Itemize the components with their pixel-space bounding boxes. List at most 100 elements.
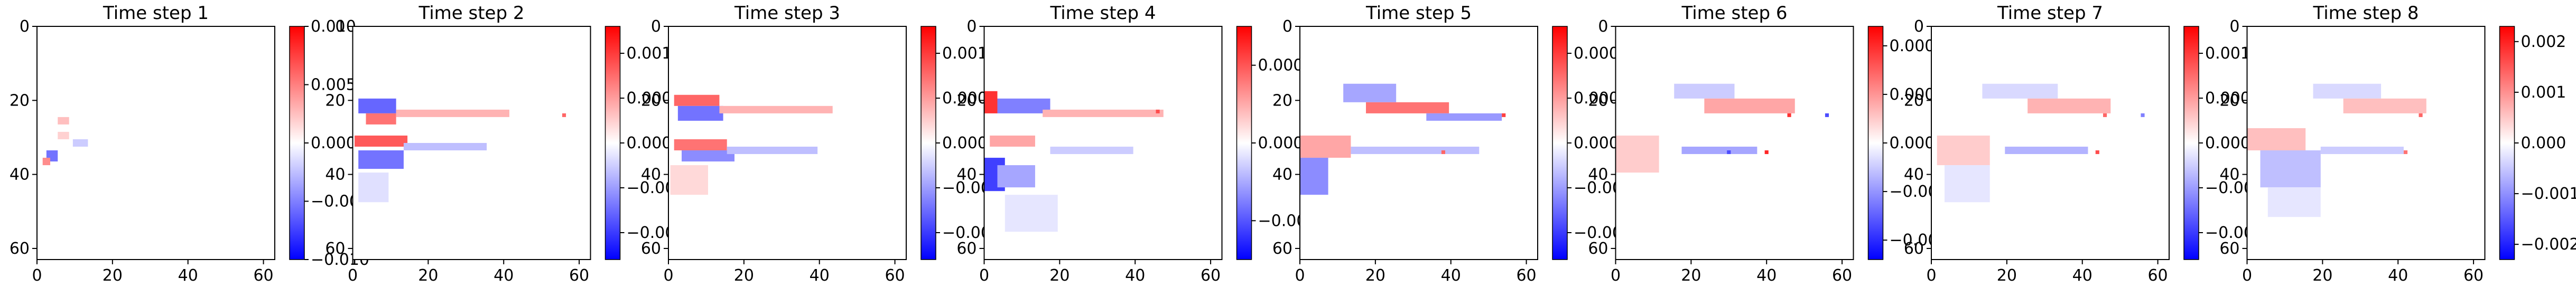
- y-tick-label: 0: [2229, 17, 2239, 36]
- heatmap-cells: [42, 117, 88, 166]
- heatmap-region: [2103, 113, 2107, 117]
- colorbar-tick-label: 0.002: [2521, 33, 2566, 51]
- y-tick-label: 0: [1914, 17, 1924, 36]
- heatmap-region: [1005, 195, 1058, 232]
- heatmap-region: [72, 139, 88, 147]
- panel-title: Time step 2: [419, 3, 525, 24]
- x-tick-label: 0: [32, 266, 42, 285]
- y-tick-label: 40: [325, 166, 345, 184]
- y-tick-label: 20: [956, 91, 977, 110]
- y-tick-label: 40: [641, 166, 661, 184]
- x-tick-label: 60: [569, 266, 589, 285]
- heatmap-region: [1825, 113, 1829, 117]
- panel-title: Time step 7: [1997, 3, 2103, 24]
- heatmap-region: [1043, 109, 1164, 117]
- heatmap-panel-2: Time step 20 20 40 6002040600.00100.00050.0…: [325, 3, 695, 285]
- heatmap-region: [403, 143, 487, 151]
- heatmap-region: [674, 139, 727, 151]
- x-tick-label: 40: [1125, 266, 1145, 285]
- heatmap-region: [1982, 83, 2058, 99]
- x-tick-label: 20: [1365, 266, 1385, 285]
- colorbar: [1867, 26, 1884, 260]
- heatmap-cells: [355, 98, 566, 203]
- heatmap-cells: [2247, 83, 2426, 217]
- x-tick-label: 40: [1441, 266, 1461, 285]
- heatmap-region: [2320, 147, 2404, 155]
- colorbar-tick-label: 0.000: [2521, 134, 2566, 152]
- heatmap-region: [1674, 83, 1735, 99]
- y-tick-label: 20: [641, 91, 661, 110]
- y-tick-label: 40: [1904, 166, 1924, 184]
- x-tick-label: 40: [2388, 266, 2408, 285]
- heatmap-region: [1351, 147, 1480, 155]
- heatmap-region: [2403, 150, 2408, 155]
- x-tick-label: 20: [2312, 266, 2332, 285]
- heatmap-region: [677, 106, 723, 121]
- heatmap-region: [1787, 113, 1791, 117]
- colorbar-tick-label: 0.005: [311, 76, 356, 94]
- x-tick-label: 0: [979, 266, 989, 285]
- y-tick-label: 60: [1904, 239, 1924, 258]
- axes-frame: [983, 26, 1223, 260]
- x-tick-label: 40: [1756, 266, 1777, 285]
- heatmap-region: [562, 113, 566, 117]
- colorbar: [289, 26, 305, 260]
- panel-title: Time step 5: [1365, 3, 1472, 24]
- heatmap-region: [682, 150, 734, 162]
- heatmap-panel-1: Time step 10 20 40 6002040600.0100.0050.000…: [10, 3, 369, 285]
- axes-frame: [1615, 26, 1854, 260]
- heatmap-region: [2313, 83, 2382, 99]
- heatmap-region: [1300, 135, 1351, 158]
- axes-frame: [352, 26, 591, 260]
- y-tick-label: 60: [956, 239, 977, 258]
- y-tick-label: 0: [966, 17, 977, 36]
- heatmap-region: [2247, 128, 2306, 151]
- heatmap-region: [2141, 113, 2145, 117]
- x-tick-label: 20: [734, 266, 754, 285]
- x-tick-label: 20: [1681, 266, 1701, 285]
- x-tick-label: 0: [1926, 266, 1936, 285]
- x-tick-label: 0: [663, 266, 673, 285]
- heatmap-background: [37, 26, 275, 260]
- y-tick-label: 0: [335, 17, 345, 36]
- heatmap-cells: [984, 91, 1164, 232]
- heatmap-region: [396, 109, 509, 117]
- heatmap-region: [727, 147, 818, 155]
- x-tick-label: 40: [494, 266, 514, 285]
- colorbar-tick-label: 0.000: [311, 134, 356, 152]
- heatmap-region: [1426, 113, 1502, 121]
- heatmap-region: [1945, 165, 1990, 203]
- panel-title: Time step 8: [2313, 3, 2419, 24]
- heatmap-panel-7: Time step 70 20 40 6002040600.00100.00050.0…: [1904, 3, 2274, 285]
- axes-frame: [2246, 26, 2486, 260]
- heatmap-region: [2260, 150, 2321, 188]
- colorbar: [1236, 26, 1252, 260]
- heatmap-region: [2343, 98, 2426, 113]
- y-tick-label: 20: [2219, 91, 2239, 110]
- colorbar: [1552, 26, 1568, 260]
- heatmap-cells: [1937, 83, 2145, 203]
- y-tick-label: 40: [10, 166, 30, 184]
- colorbar-tick-label: 0.001: [2521, 83, 2566, 102]
- heatmap-region: [1156, 109, 1160, 113]
- panel-title: Time step 3: [734, 3, 840, 24]
- heatmap-region: [1050, 147, 1133, 155]
- heatmap-region: [358, 173, 389, 203]
- colorbar: [2499, 26, 2515, 260]
- heatmap-region: [1441, 150, 1445, 155]
- y-tick-label: 40: [1588, 166, 1608, 184]
- heatmap-region: [2419, 113, 2423, 117]
- heatmap-region: [674, 94, 720, 106]
- heatmap-region: [997, 98, 1050, 113]
- y-tick-label: 0: [1282, 17, 1292, 36]
- x-tick-label: 40: [178, 266, 198, 285]
- heatmap-region: [1764, 150, 1769, 155]
- y-tick-label: 0: [651, 17, 661, 36]
- heatmap-region: [366, 113, 396, 124]
- heatmap-region: [58, 117, 69, 124]
- panel-title: Time step 4: [1050, 3, 1156, 24]
- heatmap-region: [1681, 147, 1757, 155]
- colorbar: [2183, 26, 2199, 260]
- heatmap-region: [997, 165, 1035, 188]
- y-tick-label: 20: [1588, 91, 1608, 110]
